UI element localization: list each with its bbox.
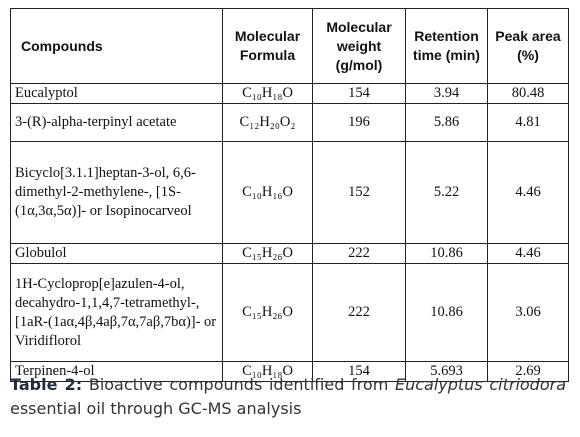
header-cell: Compounds (10, 8, 223, 84)
table-cell: 154 (312, 83, 406, 104)
table-cell: 3.06 (487, 263, 569, 362)
table-cell: Globulol (10, 243, 223, 264)
table-body: Eucalyptol C₁₀H₁₈O 154 3.94 80.48 3-(R)-alpha… (10, 83, 569, 382)
caption-text: Bioactive compounds identified from (82, 375, 395, 394)
table-row: Terpinen-4-ol C₁₀H₁₈O 154 5.693 2.69 (10, 361, 569, 382)
table-cell: 5.86 (405, 103, 488, 142)
table-cell: 222 (312, 243, 406, 264)
header-row: Compounds Molecular Formula Molecular weig… (10, 8, 569, 84)
table-cell: 2.69 (487, 361, 569, 382)
table-cell: 1H-Cycloprop[e]azulen-4-ol, decahydro-1,… (10, 263, 223, 362)
table-cell: 5.693 (405, 361, 488, 382)
table-cell: C₁₅H₂₆O (222, 243, 313, 264)
table-cell: C₁₅H₂₆O (222, 263, 313, 362)
table-cell: C₁₂H₂₀O₂ (222, 103, 313, 142)
table-cell: C₁₀H₁₈O (222, 83, 313, 104)
table-cell: 10.86 (405, 243, 488, 264)
table-cell: 5.22 (405, 141, 488, 244)
table-row: 1H-Cycloprop[e]azulen-4-ol, decahydro-1,… (10, 263, 569, 362)
table-cell: 80.48 (487, 83, 569, 104)
table-cell: 10.86 (405, 263, 488, 362)
table-cell: 4.81 (487, 103, 569, 142)
header-cell: Retention time (min) (405, 8, 488, 84)
table-wrap: Compounds Molecular Formula Molecular weig… (10, 8, 569, 382)
table-row: Globulol C₁₅H₂₆O 222 10.86 4.46 (10, 243, 569, 264)
header-cell: Peak area (%) (487, 8, 569, 84)
table: Compounds Molecular Formula Molecular weig… (10, 8, 569, 382)
table-row: 3-(R)-alpha-terpinyl acetate C₁₂H₂₀O₂ 196 5… (10, 103, 569, 142)
table-cell: 3.94 (405, 83, 488, 104)
table-cell: 152 (312, 141, 406, 244)
table-cell: 196 (312, 103, 406, 142)
table-cell: Eucalyptol (10, 83, 223, 104)
caption-text: essential oil through GC-MS analysis (10, 399, 302, 418)
table-cell: 4.46 (487, 141, 569, 244)
header-cell: Molecular Formula (222, 8, 313, 84)
caption: Table 2: Bioactive compounds identified … (10, 373, 566, 421)
table-cell: Bicyclo[3.1.1]heptan-3-ol, 6,6-dimethyl-… (10, 141, 223, 244)
table-cell: 222 (312, 263, 406, 362)
caption-label: Table 2: (10, 375, 83, 394)
header-cell: Molecular weight (g/mol) (312, 8, 406, 84)
table-row: Eucalyptol C₁₀H₁₈O 154 3.94 80.48 (10, 83, 569, 104)
table-cell: 3-(R)-alpha-terpinyl acetate (10, 103, 223, 142)
table-cell: Terpinen-4-ol (10, 361, 223, 382)
table-cell: 4.46 (487, 243, 569, 264)
table-row: Bicyclo[3.1.1]heptan-3-ol, 6,6-dimethyl-… (10, 141, 569, 244)
caption-species: Eucalyptus citriodora (394, 375, 567, 394)
table-cell: 154 (312, 361, 406, 382)
table-cell: C₁₀H₁₆O (222, 141, 313, 244)
